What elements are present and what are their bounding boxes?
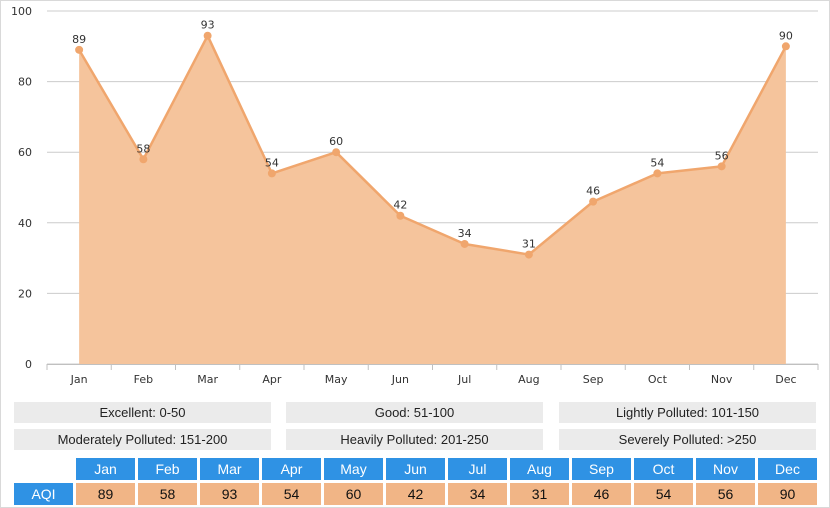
x-tick-label: Nov	[711, 373, 733, 386]
y-tick-label: 80	[18, 76, 32, 89]
x-tick-label: Dec	[775, 373, 796, 386]
data-point	[203, 31, 212, 40]
table-header-cell: Aug	[510, 458, 569, 480]
data-label: 56	[715, 149, 729, 162]
table-header-cell: Jun	[386, 458, 445, 480]
table-value-cell: 89	[76, 483, 135, 505]
x-tick-label: Aug	[518, 373, 539, 386]
y-tick-label: 60	[18, 146, 32, 159]
legend-item-good: Good: 51-100	[286, 402, 543, 423]
x-tick-label: Jan	[70, 373, 88, 386]
data-point	[589, 197, 598, 206]
data-point	[267, 169, 276, 178]
y-tick-label: 40	[18, 217, 32, 230]
legend-item-excellent: Excellent: 0-50	[14, 402, 271, 423]
legend-item-moderately-polluted: Moderately Polluted: 151-200	[14, 429, 271, 450]
data-label: 90	[779, 29, 793, 42]
x-tick-label: Feb	[134, 373, 153, 386]
data-point	[332, 148, 341, 157]
data-point	[781, 42, 790, 51]
legend-item-lightly-polluted: Lightly Polluted: 101-150	[559, 402, 816, 423]
x-tick-label: Jul	[457, 373, 471, 386]
data-point	[75, 45, 84, 54]
table-header-cell: Nov	[696, 458, 755, 480]
table-value-cell: 46	[572, 483, 631, 505]
x-tick-label: Sep	[583, 373, 604, 386]
data-label: 54	[650, 156, 664, 169]
data-point	[653, 169, 662, 178]
data-label: 54	[265, 156, 279, 169]
data-point	[396, 211, 405, 220]
data-point	[717, 162, 726, 171]
table-value-cell: 34	[448, 483, 507, 505]
aqi-row-label: AQI	[14, 483, 73, 505]
data-label: 46	[586, 185, 600, 198]
table-value-cell: 60	[324, 483, 383, 505]
data-label: 89	[72, 33, 86, 46]
area-fill	[79, 35, 786, 365]
data-label: 42	[393, 199, 407, 212]
table-value-cell: 56	[696, 483, 755, 505]
x-tick-label: Mar	[197, 373, 218, 386]
data-point	[460, 239, 469, 248]
x-tick-label: Oct	[648, 373, 668, 386]
table-header-cell: Dec	[758, 458, 817, 480]
y-tick-label: 100	[11, 5, 32, 18]
data-label: 34	[458, 227, 472, 240]
legend-item-severely-polluted: Severely Polluted: >250	[559, 429, 816, 450]
table-header-cell: Apr	[262, 458, 321, 480]
table-value-cell: 42	[386, 483, 445, 505]
y-tick-label: 0	[25, 358, 32, 371]
data-label: 58	[136, 142, 150, 155]
table-header-cell: Feb	[138, 458, 197, 480]
table-value-cell: 54	[634, 483, 693, 505]
table-value-cell: 93	[200, 483, 259, 505]
table-header-cell: Jan	[76, 458, 135, 480]
table-header-cell: Jul	[448, 458, 507, 480]
x-tick-label: Jun	[391, 373, 409, 386]
aqi-table: AQI Jan 89 Feb 58 Mar 93 Apr 54 May 60 Jun 42 Jul 34 A…	[14, 458, 818, 506]
data-label: 93	[201, 19, 215, 32]
table-value-cell: 58	[138, 483, 197, 505]
table-value-cell: 31	[510, 483, 569, 505]
aqi-area-chart: 0 20 40 60 80 100 89 Jan 58 Feb 93 Mar 54 Apr 60 May 42 J…	[11, 5, 819, 386]
x-tick-label: May	[325, 373, 348, 386]
table-value-cell: 90	[758, 483, 817, 505]
table-header-cell: Sep	[572, 458, 631, 480]
data-label: 31	[522, 238, 536, 251]
y-tick-label: 20	[18, 287, 32, 300]
data-label: 60	[329, 135, 343, 148]
series-line	[78, 34, 787, 256]
data-point	[139, 155, 148, 164]
table-header-cell: May	[324, 458, 383, 480]
table-value-cell: 54	[262, 483, 321, 505]
legend-item-heavily-polluted: Heavily Polluted: 201-250	[286, 429, 543, 450]
table-header-cell: Mar	[200, 458, 259, 480]
x-tick-label: Apr	[262, 373, 282, 386]
table-header-cell: Oct	[634, 458, 693, 480]
data-point	[524, 250, 533, 259]
aqi-legend: Excellent: 0-50 Good: 51-100 Lightly Pol…	[14, 402, 818, 452]
